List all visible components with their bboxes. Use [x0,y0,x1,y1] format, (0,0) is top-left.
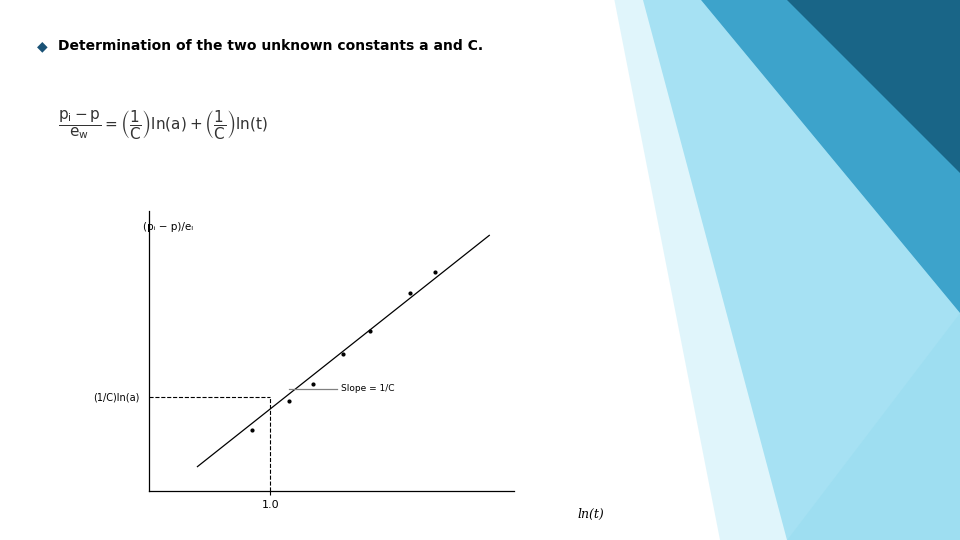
Polygon shape [643,313,960,540]
Polygon shape [701,0,960,313]
Text: (pᵢ − p)/eₗ: (pᵢ − p)/eₗ [143,222,193,232]
Text: ln(t): ln(t) [577,508,604,521]
Text: Determination of the two unknown constants a and C.: Determination of the two unknown constan… [58,39,483,53]
Text: $\dfrac{\mathrm{p_i} - \mathrm{p}}{\mathrm{e_w}} = \left(\dfrac{1}{\mathrm{C}}\r: $\dfrac{\mathrm{p_i} - \mathrm{p}}{\math… [58,107,268,141]
Text: Slope = 1/C: Slope = 1/C [341,384,395,394]
Polygon shape [614,0,960,540]
Text: ◆: ◆ [36,39,47,53]
Text: (1/C)ln(a): (1/C)ln(a) [93,392,139,402]
Polygon shape [787,0,960,173]
Polygon shape [643,0,960,540]
